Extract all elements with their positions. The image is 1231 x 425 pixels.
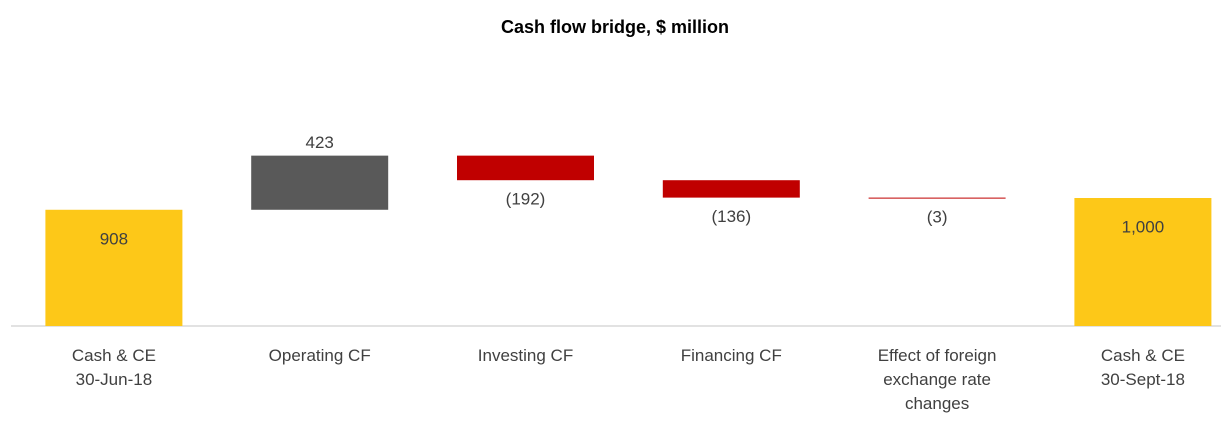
x-tick-label: Operating CF	[269, 346, 371, 365]
x-tick-label: Cash & CE 30-Jun-18	[72, 346, 156, 389]
chart-title: Cash flow bridge, $ million	[501, 17, 729, 37]
value-label: (192)	[506, 190, 546, 209]
value-label: 1,000	[1122, 217, 1165, 236]
bar	[457, 155, 594, 181]
x-tick-label: Financing CF	[681, 346, 782, 365]
bar	[1074, 198, 1212, 326]
x-tick-label: Investing CF	[478, 346, 573, 365]
x-tick-label: Effect of foreign exchange rate changes	[878, 346, 997, 413]
value-label: 908	[100, 229, 128, 248]
bar	[45, 209, 183, 326]
bar	[251, 155, 389, 210]
value-label: (136)	[711, 207, 751, 226]
x-tick-label: Cash & CE 30-Sept-18	[1101, 346, 1185, 389]
value-label: (3)	[927, 207, 948, 226]
bar	[868, 197, 1006, 199]
value-label: 423	[306, 133, 334, 152]
bar	[662, 180, 800, 198]
